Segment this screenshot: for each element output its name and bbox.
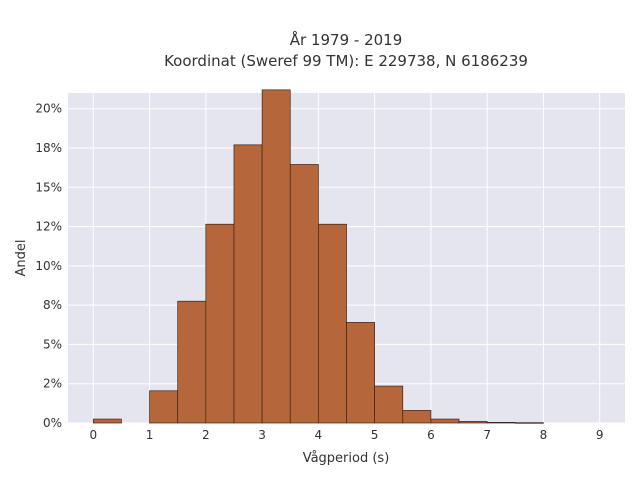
y-tick-label: 15% (35, 180, 62, 194)
x-tick-label: 4 (315, 428, 323, 442)
x-tick-label: 3 (258, 428, 266, 442)
y-axis-label: Andel (14, 240, 29, 277)
x-axis-label: Vågperiod (s) (303, 451, 390, 466)
y-tick-label: 8% (43, 298, 62, 312)
histogram-bar (149, 390, 179, 424)
x-tick-label: 1 (146, 428, 154, 442)
y-tick-label: 10% (35, 259, 62, 273)
histogram-bar (205, 223, 235, 424)
x-tick-label: 8 (540, 428, 548, 442)
y-tick-label: 5% (43, 337, 62, 351)
histogram-bar (318, 223, 347, 424)
histogram-bar (486, 422, 516, 424)
histogram-bar (514, 422, 544, 424)
chart-title: År 1979 - 2019 (290, 30, 403, 49)
x-tick-label: 2 (202, 428, 210, 442)
histogram-bar (92, 418, 122, 424)
histogram-bar (458, 421, 488, 424)
x-tick-label: 9 (596, 428, 604, 442)
chart-subtitle: Koordinat (Sweref 99 TM): E 229738, N 61… (164, 52, 528, 70)
histogram-bar (374, 385, 404, 424)
y-tick-labels: 0% 2% 5% 8% 10% 12% 15% 18% 20% (35, 102, 62, 430)
x-tick-labels: 0 1 2 3 4 5 6 7 8 9 (89, 428, 603, 442)
histogram-bar (289, 164, 319, 424)
histogram-bar (233, 144, 263, 424)
histogram-bar (402, 410, 432, 424)
histogram-bar (346, 322, 375, 424)
y-tick-label: 2% (43, 377, 62, 391)
y-tick-label: 12% (35, 220, 62, 234)
y-tick-label: 20% (35, 102, 62, 116)
x-tick-label: 5 (371, 428, 379, 442)
x-tick-label: 7 (483, 428, 491, 442)
x-tick-label: 6 (427, 428, 435, 442)
y-tick-label: 0% (43, 416, 62, 430)
histogram-bar (177, 300, 207, 424)
histogram-bars (92, 89, 544, 424)
x-tick-label: 0 (89, 428, 97, 442)
histogram-bar (430, 418, 460, 424)
histogram-bar (261, 89, 291, 424)
y-tick-label: 18% (35, 141, 62, 155)
